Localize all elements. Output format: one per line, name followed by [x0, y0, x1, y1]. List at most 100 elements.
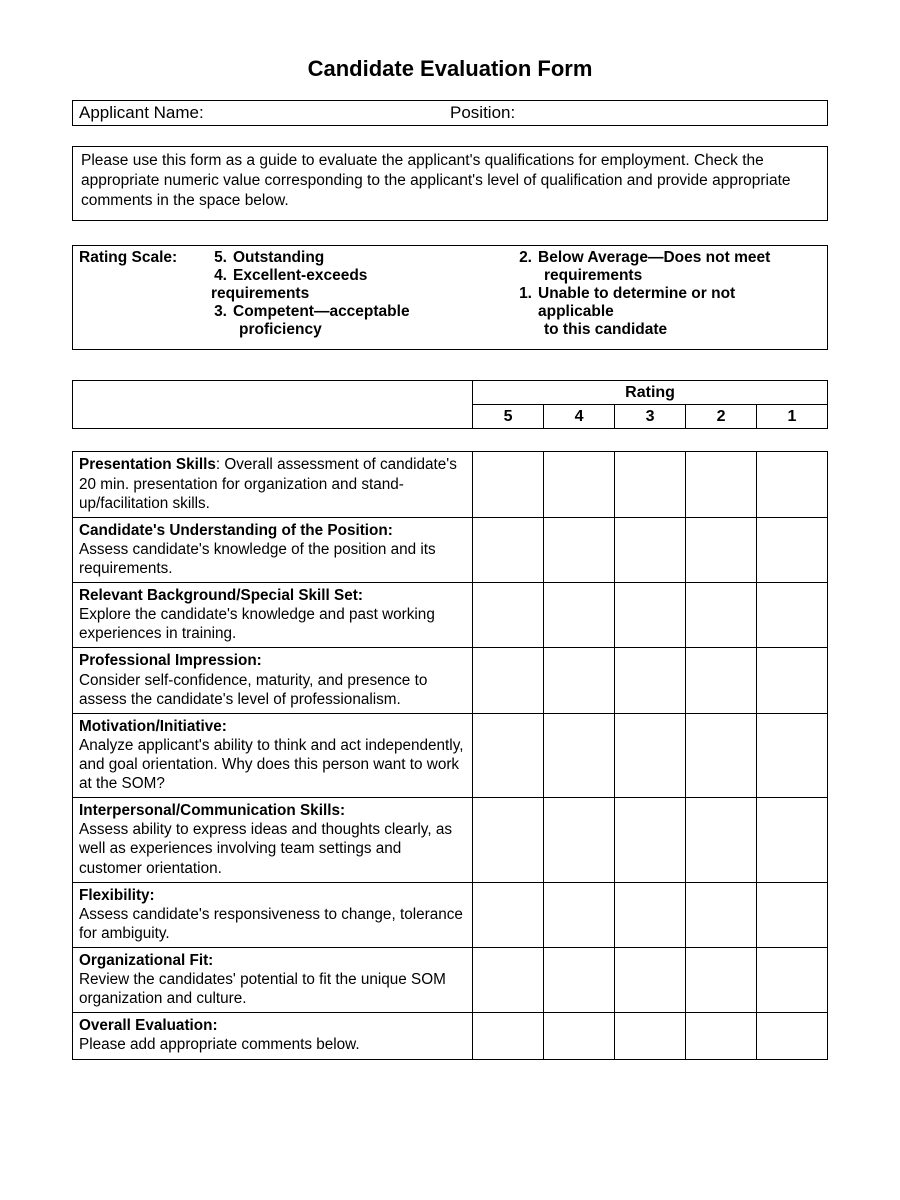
- rating-cell[interactable]: [473, 648, 544, 713]
- rating-cell[interactable]: [615, 798, 686, 882]
- table-row: Overall Evaluation: Please add appropriat…: [73, 1013, 828, 1059]
- criteria-desc: Assess candidate's knowledge of the posi…: [79, 541, 436, 577]
- rating-cell[interactable]: [686, 452, 757, 517]
- applicant-name-label: Applicant Name:: [79, 103, 450, 123]
- rating-cell[interactable]: [615, 1013, 686, 1059]
- rating-cell[interactable]: [757, 713, 828, 797]
- rating-cell[interactable]: [615, 648, 686, 713]
- criteria-title: Presentation Skills: [79, 456, 216, 473]
- scale-desc: Below Average—Does not meet: [538, 249, 813, 267]
- criteria-cell: Professional Impression:Consider self-co…: [73, 648, 473, 713]
- rating-cell[interactable]: [615, 517, 686, 582]
- criteria-cell: Relevant Background/Special Skill Set: E…: [73, 583, 473, 648]
- rating-scale-right: 2. Below Average—Does not meet requireme…: [516, 249, 821, 339]
- scale-desc: Competent—acceptable: [233, 303, 508, 321]
- table-row: Interpersonal/Communication Skills:Asses…: [73, 798, 828, 882]
- rating-cell[interactable]: [544, 452, 615, 517]
- page-title: Candidate Evaluation Form: [72, 56, 828, 82]
- criteria-desc: Review the candidates' potential to fit …: [79, 971, 446, 1007]
- rating-cell[interactable]: [473, 948, 544, 1013]
- rating-cell[interactable]: [544, 517, 615, 582]
- rating-cell[interactable]: [544, 583, 615, 648]
- instructions-text: Please use this form as a guide to evalu…: [81, 152, 791, 209]
- criteria-desc: Please add appropriate comments below.: [79, 1036, 360, 1053]
- scale-cont: requirements: [516, 267, 813, 285]
- criteria-header-blank: [73, 381, 473, 429]
- criteria-title: Relevant Background/Special Skill Set:: [79, 587, 363, 604]
- rating-cell[interactable]: [544, 713, 615, 797]
- rating-cell[interactable]: [473, 452, 544, 517]
- rating-cell[interactable]: [615, 452, 686, 517]
- rating-cell[interactable]: [757, 882, 828, 947]
- rating-cell[interactable]: [757, 583, 828, 648]
- rating-cell[interactable]: [757, 648, 828, 713]
- criteria-cell: Flexibility: Assess candidate's responsiv…: [73, 882, 473, 947]
- rating-cell[interactable]: [686, 1013, 757, 1059]
- criteria-cell: Presentation Skills: Overall assessment …: [73, 452, 473, 517]
- rating-cell[interactable]: [473, 713, 544, 797]
- table-row: Presentation Skills: Overall assessment …: [73, 452, 828, 517]
- rating-cell[interactable]: [686, 583, 757, 648]
- rating-cell[interactable]: [686, 948, 757, 1013]
- criteria-cell: Candidate's Understanding of the Positio…: [73, 517, 473, 582]
- scale-num: 5.: [211, 249, 233, 267]
- criteria-cell: Interpersonal/Communication Skills:Asses…: [73, 798, 473, 882]
- rating-cell[interactable]: [615, 882, 686, 947]
- criteria-title: Candidate's Understanding of the Positio…: [79, 522, 393, 539]
- header-fields-box: Applicant Name: Position:: [72, 100, 828, 126]
- rating-scale-left: 5. Outstanding 4. Excellent-exceeds requ…: [211, 249, 516, 339]
- rating-cell[interactable]: [686, 713, 757, 797]
- scale-cont: to this candidate: [516, 321, 813, 339]
- table-row: Organizational Fit: Review the candidates…: [73, 948, 828, 1013]
- page: Candidate Evaluation Form Applicant Name…: [0, 0, 900, 1200]
- rating-cell[interactable]: [686, 517, 757, 582]
- rating-cell[interactable]: [473, 517, 544, 582]
- rating-cell[interactable]: [544, 1013, 615, 1059]
- rating-cell[interactable]: [473, 583, 544, 648]
- rating-cell[interactable]: [757, 948, 828, 1013]
- rating-cell[interactable]: [686, 798, 757, 882]
- criteria-title: Interpersonal/Communication Skills:: [79, 802, 345, 819]
- table-row: Relevant Background/Special Skill Set: E…: [73, 583, 828, 648]
- scale-cont: requirements: [211, 285, 508, 303]
- criteria-desc: Explore the candidate's knowledge and pa…: [79, 606, 435, 642]
- rating-cell[interactable]: [686, 648, 757, 713]
- scale-cont: proficiency: [211, 321, 508, 339]
- rating-scale-columns: 5. Outstanding 4. Excellent-exceeds requ…: [211, 249, 821, 339]
- rating-cell[interactable]: [473, 1013, 544, 1059]
- criteria-title: Overall Evaluation:: [79, 1017, 218, 1034]
- table-row: Flexibility: Assess candidate's responsiv…: [73, 882, 828, 947]
- rating-cell[interactable]: [544, 798, 615, 882]
- rating-header-label: Rating: [473, 381, 828, 405]
- criteria-title: Organizational Fit:: [79, 952, 213, 969]
- rating-cell[interactable]: [544, 882, 615, 947]
- rating-cell[interactable]: [544, 948, 615, 1013]
- rating-cell[interactable]: [757, 517, 828, 582]
- rating-cell[interactable]: [615, 713, 686, 797]
- rating-col-4: 4: [544, 405, 615, 429]
- table-row: Candidate's Understanding of the Positio…: [73, 517, 828, 582]
- rating-cell[interactable]: [544, 648, 615, 713]
- rating-col-5: 5: [473, 405, 544, 429]
- rating-cell[interactable]: [757, 1013, 828, 1059]
- criteria-cell: Motivation/Initiative:Analyze applicant'…: [73, 713, 473, 797]
- scale-num: 2.: [516, 249, 538, 267]
- criteria-title: Professional Impression:: [79, 652, 262, 669]
- scale-num: 3.: [211, 303, 233, 321]
- scale-num: 4.: [211, 267, 233, 285]
- rating-cell[interactable]: [757, 798, 828, 882]
- rating-scale-box: Rating Scale: 5. Outstanding 4. Excellen…: [72, 245, 828, 350]
- rating-cell[interactable]: [686, 882, 757, 947]
- criteria-desc: Assess candidate's responsiveness to cha…: [79, 906, 463, 942]
- criteria-desc: Analyze applicant's ability to think and…: [79, 737, 463, 792]
- rating-col-1: 1: [757, 405, 828, 429]
- rating-cell[interactable]: [473, 882, 544, 947]
- criteria-title: Flexibility:: [79, 887, 155, 904]
- rating-cell[interactable]: [615, 948, 686, 1013]
- rating-cell[interactable]: [615, 583, 686, 648]
- scale-desc: Outstanding: [233, 249, 508, 267]
- evaluation-table: Presentation Skills: Overall assessment …: [72, 451, 828, 1059]
- rating-cell[interactable]: [473, 798, 544, 882]
- rating-cell[interactable]: [757, 452, 828, 517]
- criteria-cell: Organizational Fit: Review the candidates…: [73, 948, 473, 1013]
